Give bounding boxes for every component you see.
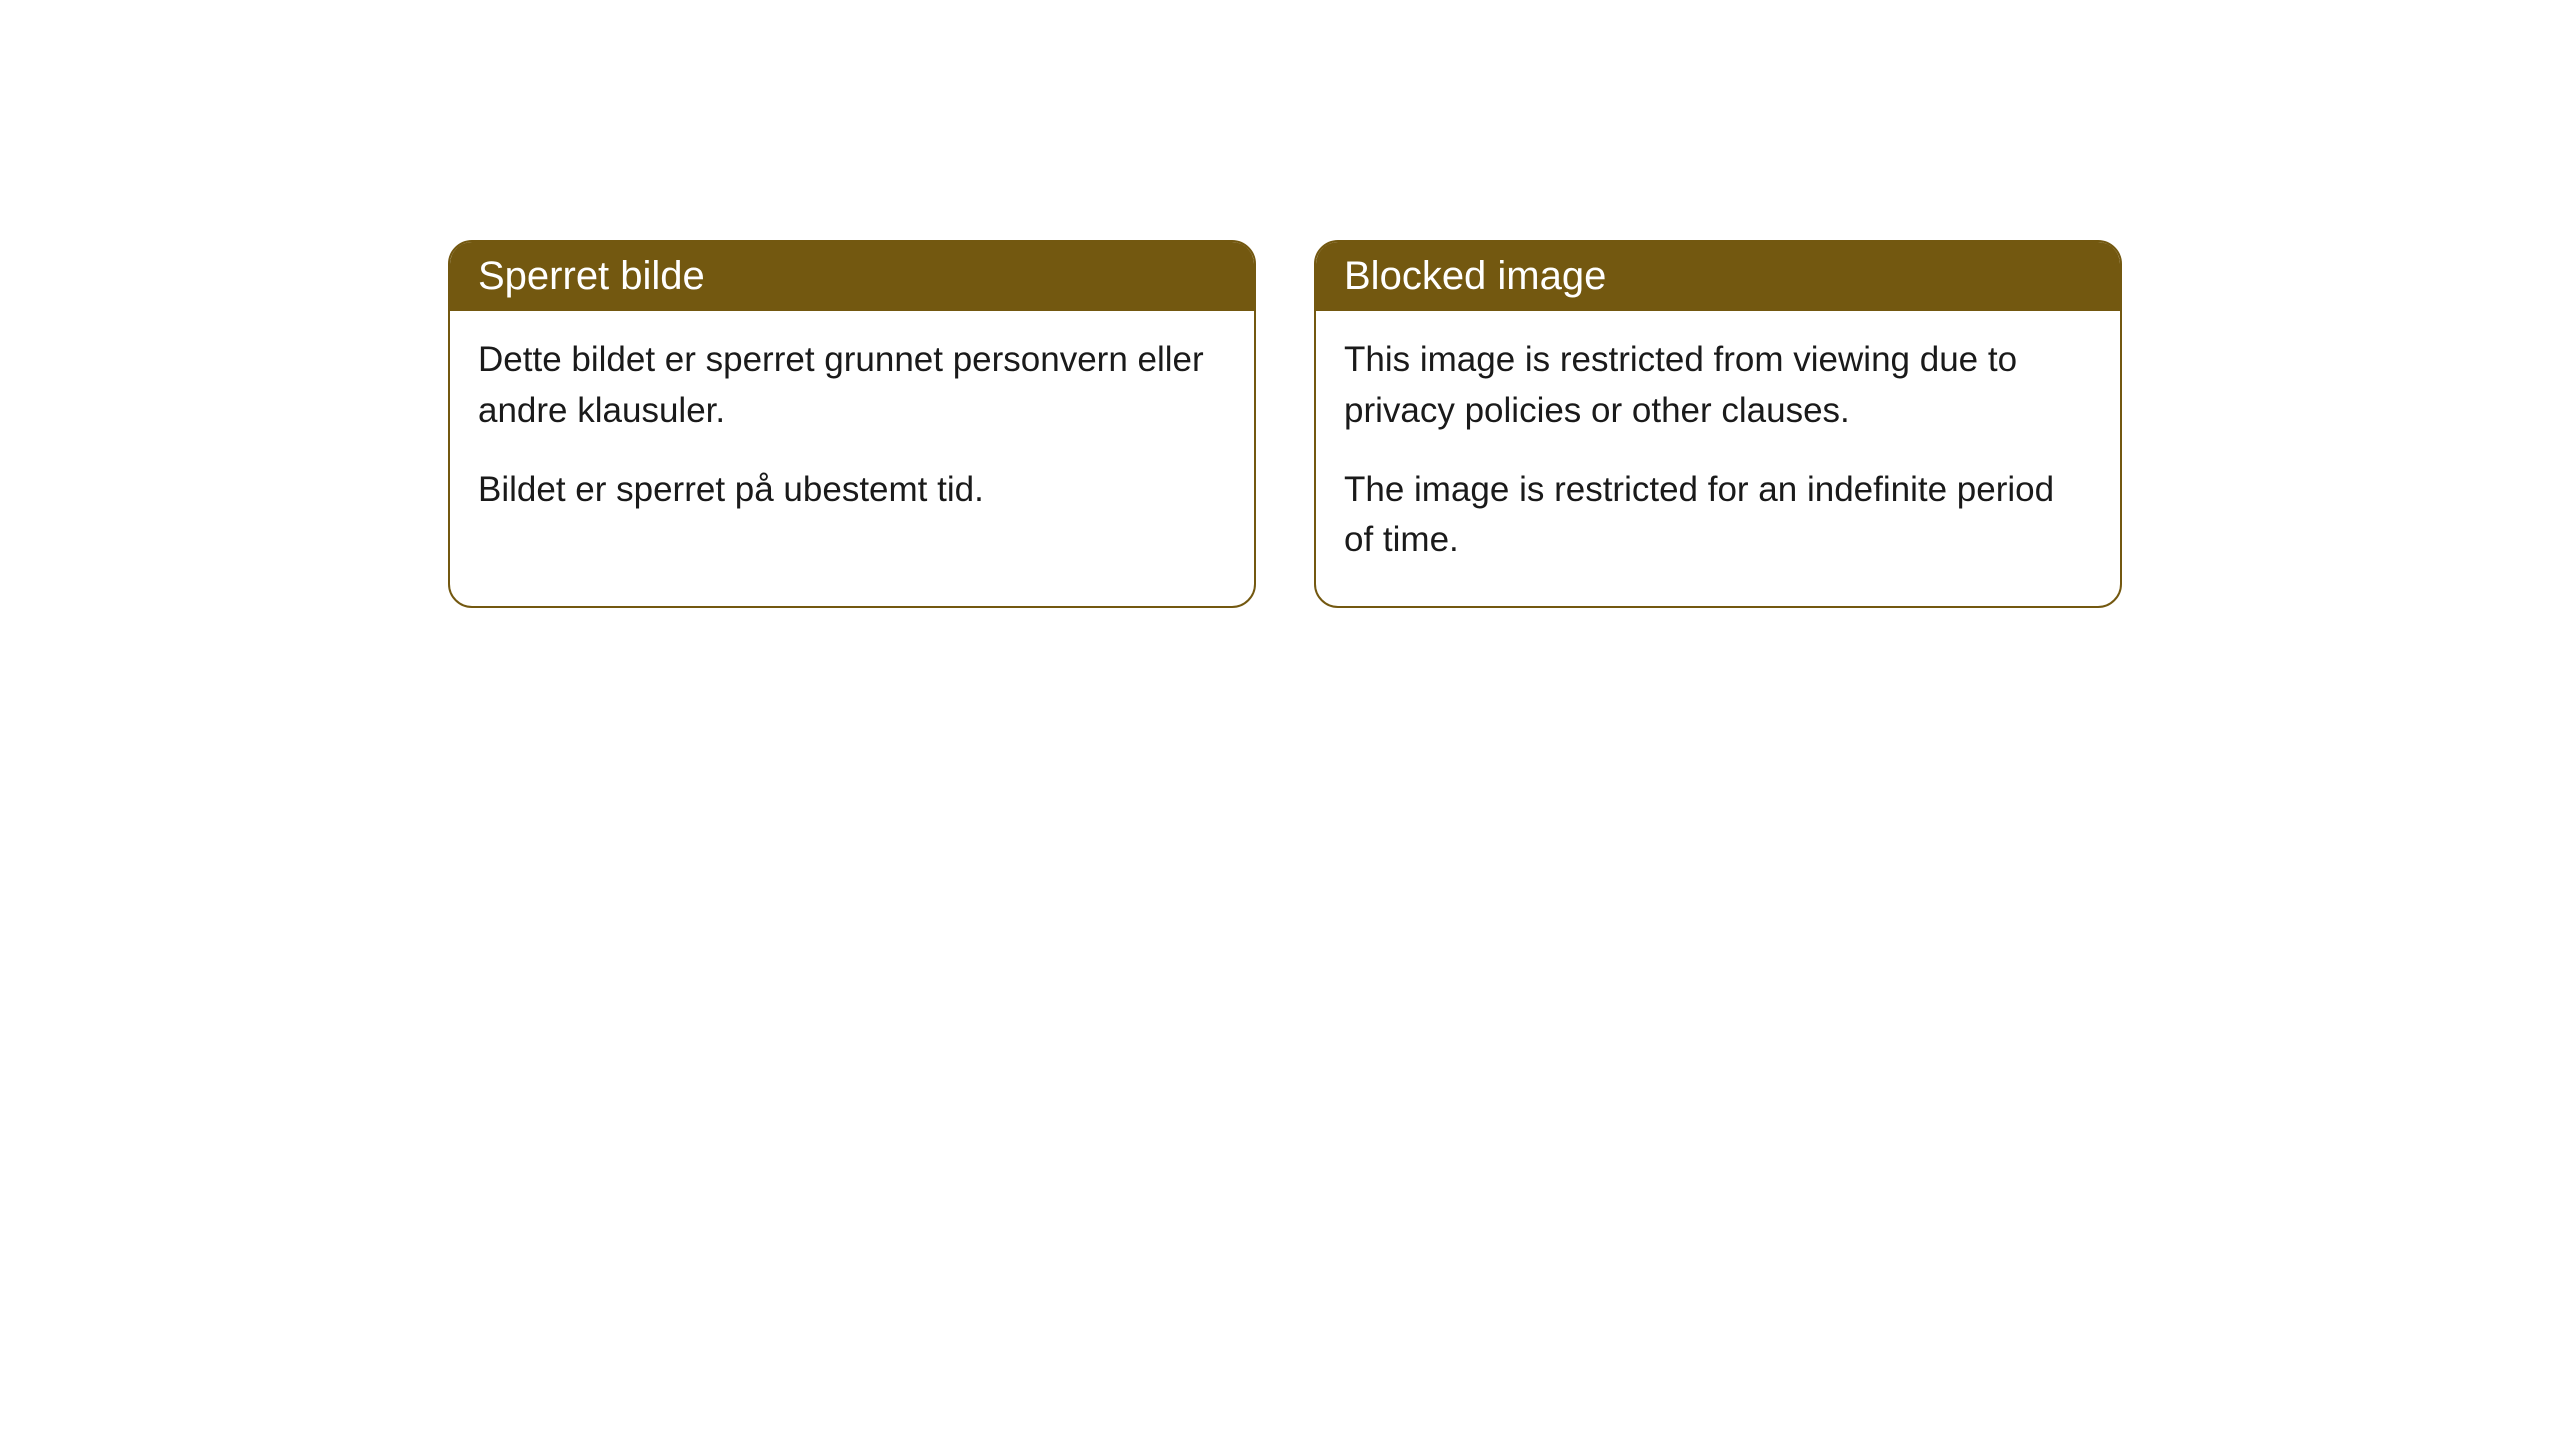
- card-paragraph: The image is restricted for an indefinit…: [1344, 465, 2092, 567]
- card-header-english: Blocked image: [1316, 242, 2120, 311]
- card-paragraph: This image is restricted from viewing du…: [1344, 335, 2092, 437]
- card-body-english: This image is restricted from viewing du…: [1316, 311, 2120, 606]
- blocked-image-card-norwegian: Sperret bilde Dette bildet er sperret gr…: [448, 240, 1256, 608]
- card-header-norwegian: Sperret bilde: [450, 242, 1254, 311]
- card-paragraph: Dette bildet er sperret grunnet personve…: [478, 335, 1226, 437]
- card-title: Sperret bilde: [478, 254, 705, 298]
- card-title: Blocked image: [1344, 254, 1606, 298]
- notice-cards-container: Sperret bilde Dette bildet er sperret gr…: [0, 0, 2560, 608]
- blocked-image-card-english: Blocked image This image is restricted f…: [1314, 240, 2122, 608]
- card-paragraph: Bildet er sperret på ubestemt tid.: [478, 465, 1226, 516]
- card-body-norwegian: Dette bildet er sperret grunnet personve…: [450, 311, 1254, 555]
